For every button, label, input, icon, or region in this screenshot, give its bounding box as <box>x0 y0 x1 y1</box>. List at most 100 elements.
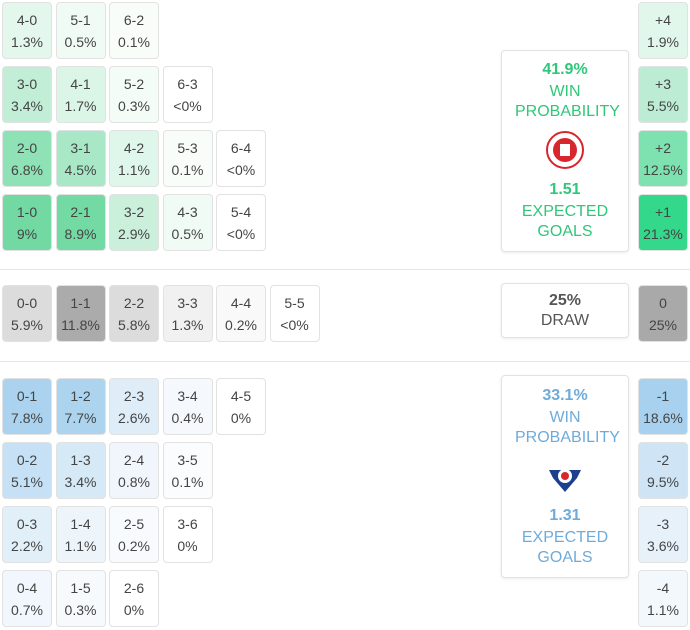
probability: 3.4% <box>11 97 43 114</box>
probability: 0.5% <box>171 225 204 242</box>
draw-panel: 25% DRAW <box>501 283 629 338</box>
probability: 6.8% <box>11 161 43 178</box>
score: 3-5 <box>177 451 198 468</box>
probability: 18.6% <box>643 409 683 426</box>
probability: 4.5% <box>64 161 97 178</box>
score: 2-0 <box>16 139 38 156</box>
home-panel: 41.9% WIN PROBABILITY 1.51 EXPECTED GOAL… <box>501 50 629 252</box>
score-cell: 0-0 5.9% <box>2 285 52 342</box>
probability: 12.5% <box>643 161 683 178</box>
score: 0 <box>659 294 667 311</box>
xg-label: EXPECTED GOALS <box>521 528 609 566</box>
draw-label: DRAW <box>540 311 590 329</box>
score: 1-0 <box>16 203 38 220</box>
probability: <0% <box>280 316 309 333</box>
score-cell: -3 3.6% <box>638 506 688 563</box>
probability: 2.9% <box>118 225 150 242</box>
win-label: WIN PROBABILITY <box>515 408 620 446</box>
score: 2-3 <box>123 387 145 404</box>
score-cell: 2-5 0.2% <box>109 506 159 563</box>
score: 3-2 <box>123 203 145 220</box>
divider <box>0 361 690 362</box>
score-cell: -4 1.1% <box>638 570 688 627</box>
score: 1-5 <box>70 579 91 596</box>
probability: 0.2% <box>225 316 257 333</box>
probability: 2.2% <box>11 537 43 554</box>
score-cell: 3-2 2.9% <box>109 194 159 251</box>
score: 6-4 <box>230 139 252 156</box>
score: 1-2 <box>70 387 91 404</box>
score-cell: 4-1 1.7% <box>55 66 106 123</box>
score: 4-5 <box>230 387 252 404</box>
score-cell: 2-3 2.6% <box>109 378 159 435</box>
probability: 0.5% <box>64 33 97 50</box>
win-pct: 41.9% <box>542 61 588 78</box>
score-cell: 3-6 0% <box>162 506 213 563</box>
win-label: WIN PROBABILITY <box>515 83 620 120</box>
score: 2-6 <box>123 579 145 596</box>
score-cell: -1 18.6% <box>638 378 688 435</box>
probability: 0.1% <box>171 473 204 490</box>
away-logo <box>549 468 581 492</box>
score: -4 <box>656 579 670 596</box>
probability: <0% <box>226 161 256 178</box>
score: 0-4 <box>16 579 38 596</box>
score-cell: 5-1 0.5% <box>55 2 106 59</box>
score-cell: 4-0 1.3% <box>2 2 52 59</box>
probability: 1.1% <box>64 537 97 554</box>
probability: 2.6% <box>118 409 150 426</box>
probability: <0% <box>173 97 202 114</box>
score-cell: -2 9.5% <box>638 442 688 499</box>
score-cell: 4-3 0.5% <box>162 194 213 251</box>
score: +2 <box>655 139 671 156</box>
score-cell: 0 25% <box>638 285 688 342</box>
score-cell: 3-1 4.5% <box>55 130 106 187</box>
score-cell: 5-3 0.1% <box>162 130 213 187</box>
draw-pct: 25% <box>548 291 582 309</box>
score: 5-4 <box>230 203 252 220</box>
score-cell: 0-2 5.1% <box>2 442 52 499</box>
score: 3-0 <box>16 75 38 92</box>
score-cell: +2 12.5% <box>638 130 688 187</box>
score-cell: 4-4 0.2% <box>216 285 266 342</box>
probability: <0% <box>226 225 256 242</box>
probability: 1.3% <box>171 316 204 333</box>
score: 4-4 <box>230 294 252 311</box>
score-cell: 2-6 0% <box>109 570 159 627</box>
score-cell: 1-5 0.3% <box>55 570 106 627</box>
score: 1-4 <box>70 515 91 532</box>
score: 0-3 <box>16 515 38 532</box>
probability: 0% <box>230 409 252 426</box>
probability: 3.4% <box>64 473 97 490</box>
score: 3-1 <box>70 139 91 156</box>
probability: 1.7% <box>64 97 97 114</box>
score: -1 <box>656 387 670 404</box>
divider <box>0 269 690 270</box>
probability: 5.9% <box>11 316 43 333</box>
probability: 0.3% <box>118 97 150 114</box>
probability: 9.5% <box>647 473 679 490</box>
probability: 7.8% <box>11 409 43 426</box>
win-pct: 33.1% <box>542 386 588 404</box>
away-panel: 33.1% WIN PROBABILITY 1.31 EXPECTED GOAL… <box>501 375 629 578</box>
score: 5-5 <box>284 294 305 311</box>
score-cell: 3-0 3.4% <box>2 66 52 123</box>
probability: 5.8% <box>118 316 150 333</box>
probability: 0.8% <box>118 473 150 490</box>
score: 5-2 <box>123 75 145 92</box>
score-cell: 5-4 <0% <box>216 194 266 251</box>
score: 6-2 <box>123 11 145 28</box>
score: 1-1 <box>70 294 91 311</box>
score-cell: 1-2 7.7% <box>55 378 106 435</box>
score: 4-3 <box>177 203 198 220</box>
probability: 0% <box>123 601 145 618</box>
score-cell: 0-1 7.8% <box>2 378 52 435</box>
score-cell: 2-4 0.8% <box>109 442 159 499</box>
score-cell: 2-2 5.8% <box>109 285 159 342</box>
probability: 5.1% <box>11 473 43 490</box>
score-cell: 5-2 0.3% <box>109 66 159 123</box>
score-cell: 1-1 11.8% <box>55 285 106 342</box>
probability: 0.7% <box>11 601 43 618</box>
score: +4 <box>655 11 671 28</box>
